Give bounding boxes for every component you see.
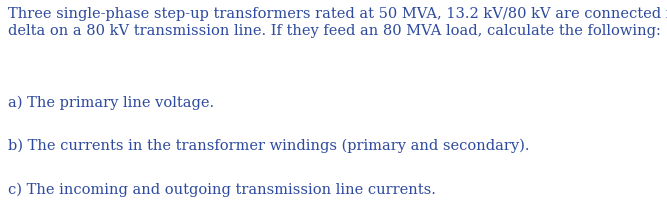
Text: b) The currents in the transformer windings (primary and secondary).: b) The currents in the transformer windi… — [8, 139, 530, 153]
Text: Three single-phase step-up transformers rated at 50 MVA, 13.2 kV/80 kV are conne: Three single-phase step-up transformers … — [8, 7, 667, 38]
Text: a) The primary line voltage.: a) The primary line voltage. — [8, 95, 214, 110]
Text: c) The incoming and outgoing transmission line currents.: c) The incoming and outgoing transmissio… — [8, 182, 436, 197]
